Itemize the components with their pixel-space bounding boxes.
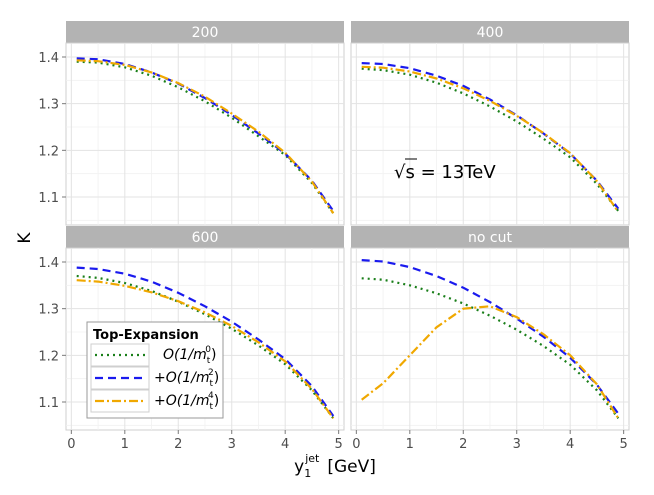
panel-1: 400 bbox=[350, 21, 630, 226]
x-tick-label-3-5: 5 bbox=[620, 437, 628, 452]
legend-sub-o2: t bbox=[209, 379, 213, 389]
legend-body-o2: O(1/m bbox=[166, 370, 210, 386]
series-line-2-1 bbox=[76, 266, 335, 417]
y-tick-label-0-3: 1.4 bbox=[38, 51, 59, 66]
legend-body-o4: O(1/m bbox=[166, 393, 210, 409]
panel-title-3: no cut bbox=[468, 230, 512, 246]
legend-sub-o0: t bbox=[207, 356, 211, 366]
x-tick-label-3-0: 0 bbox=[352, 437, 360, 452]
sqrt-s-radicand: s bbox=[405, 162, 414, 183]
x-tick-label-2-5: 5 bbox=[335, 437, 343, 452]
y-tick-label-0-1: 1.2 bbox=[38, 144, 59, 159]
x-tick-label-3-4: 4 bbox=[566, 437, 574, 452]
x-tick-label-2-1: 1 bbox=[121, 437, 129, 452]
x-tick-label-2-4: 4 bbox=[281, 437, 289, 452]
y-tick-label-2-2: 1.3 bbox=[38, 303, 59, 318]
legend-title: Top-Expansion bbox=[93, 328, 199, 343]
series-line-3-1 bbox=[361, 259, 620, 415]
legend-prefix-o4: + bbox=[154, 393, 166, 409]
series-line-1-1 bbox=[361, 62, 620, 210]
panel-strip-3 bbox=[351, 226, 629, 248]
panel-title-2: 600 bbox=[192, 230, 219, 246]
panel-title-0: 200 bbox=[192, 25, 219, 41]
y-tick-label-0-0: 1.1 bbox=[38, 191, 59, 206]
x-tick-label-2-3: 3 bbox=[228, 437, 236, 452]
series-line-1-2 bbox=[361, 65, 620, 213]
x-axis-title-unit: [GeV] bbox=[327, 457, 376, 477]
series-line-2-0 bbox=[76, 274, 335, 419]
series-line-3-2 bbox=[361, 305, 620, 419]
panel-strip-0 bbox=[66, 21, 344, 43]
legend-sup-o0: 0 bbox=[205, 345, 211, 355]
legend-sub-o4: t bbox=[209, 402, 213, 412]
x-axis-title-sup: jet bbox=[304, 452, 320, 465]
y-tick-label-2-0: 1.1 bbox=[38, 396, 59, 411]
y-tick-label-0-2: 1.3 bbox=[38, 98, 59, 113]
x-tick-label-3-3: 3 bbox=[513, 437, 521, 452]
y-axis-title: K bbox=[15, 232, 35, 244]
x-axis-title-sub: 1 bbox=[304, 467, 311, 480]
legend-label-o2: +O(1/mt2) bbox=[154, 368, 219, 389]
sqrt-s-annotation-text: √s = 13TeV bbox=[394, 162, 496, 183]
legend-sup-o2: 2 bbox=[208, 368, 214, 378]
legend-prefix-o2: + bbox=[154, 370, 166, 386]
y-tick-label-2-3: 1.4 bbox=[38, 256, 59, 271]
sqrt-s-value: = 13TeV bbox=[415, 162, 496, 183]
legend-suffix-o2: ) bbox=[214, 370, 219, 386]
series-line-0-2 bbox=[76, 59, 335, 214]
x-axis-title: y1 jet [GeV] bbox=[294, 452, 376, 480]
sqrt-s-annotation: √s = 13TeV bbox=[394, 158, 496, 183]
legend-label-o0: O(1/mt0) bbox=[163, 345, 216, 366]
x-axis-title-main: y bbox=[294, 457, 304, 477]
panel-strip-1 bbox=[351, 21, 629, 43]
series-line-3-0 bbox=[361, 277, 620, 419]
x-tick-label-2-2: 2 bbox=[174, 437, 182, 452]
panel-title-1: 400 bbox=[477, 25, 504, 41]
legend: Top-Expansion O(1/mt0) +O(1/mt2) +O(1/mt… bbox=[86, 321, 224, 419]
panel-strip-2 bbox=[66, 226, 344, 248]
y-tick-label-2-1: 1.2 bbox=[38, 349, 59, 364]
x-tick-label-2-0: 0 bbox=[67, 437, 75, 452]
legend-body-o0: O(1/m bbox=[163, 347, 207, 363]
legend-suffix-o4: ) bbox=[214, 393, 219, 409]
legend-key-bg-1 bbox=[90, 366, 150, 390]
series-line-2-2 bbox=[76, 279, 335, 419]
legend-sup-o4: 4 bbox=[208, 391, 214, 401]
legend-suffix-o0: ) bbox=[211, 347, 216, 363]
x-tick-label-3-1: 1 bbox=[406, 437, 414, 452]
series-line-0-1 bbox=[76, 57, 335, 212]
panel-0: 200 1.1 1.2 1.3 1.4 bbox=[38, 21, 345, 226]
legend-label-o4: +O(1/mt4) bbox=[154, 391, 219, 412]
x-tick-label-3-2: 2 bbox=[459, 437, 467, 452]
sqrt-s-root-symbol: √ bbox=[394, 162, 406, 183]
panel-3: no cut 0 1 2 3 4 5 bbox=[350, 226, 630, 452]
